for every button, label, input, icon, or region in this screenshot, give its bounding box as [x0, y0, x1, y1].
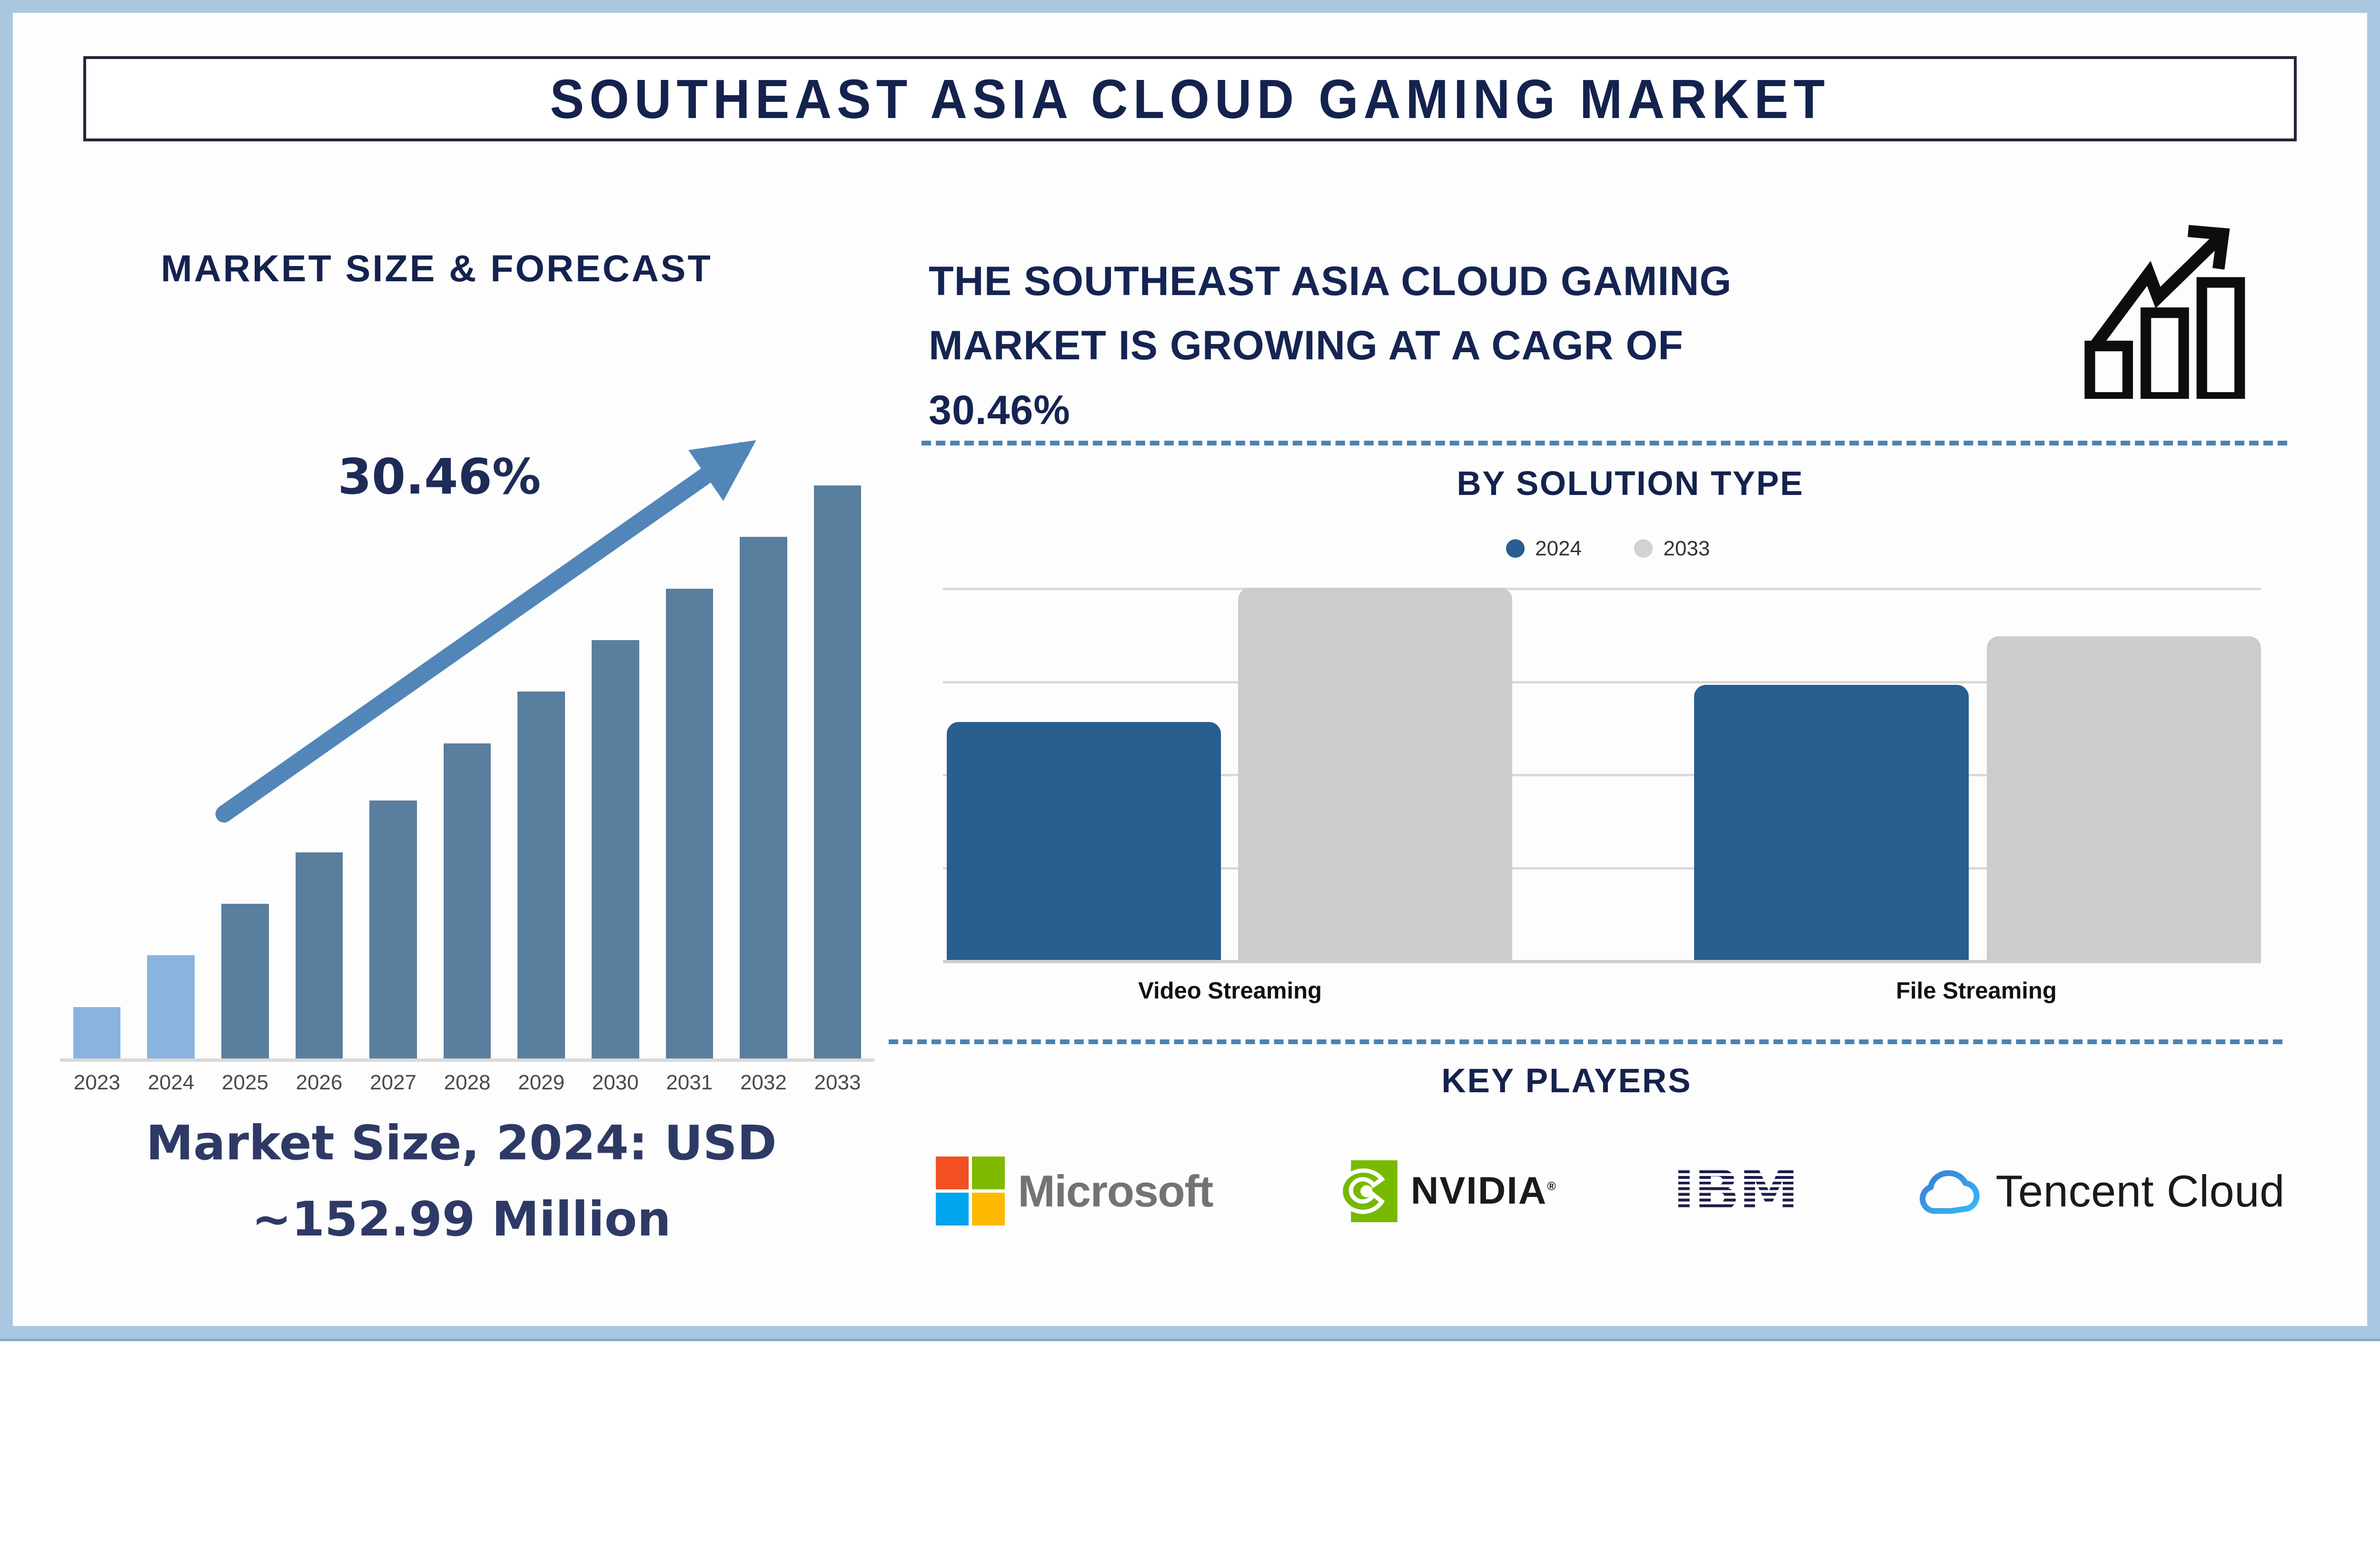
key-players-logos: Microsoft NVIDIA® IBM [935, 1129, 2285, 1254]
year-label: 2023 [73, 1071, 120, 1095]
market-size-bar-chart [60, 485, 875, 1062]
bar-2026 [295, 852, 343, 1059]
year-label: 2033 [814, 1071, 861, 1095]
headline-line-3: 30.46% [928, 387, 1071, 434]
bar-file-streaming-2033 [1987, 636, 2261, 960]
year-label: 2025 [221, 1071, 268, 1095]
cagr-headline: THE SOUTHEAST ASIA CLOUD GAMING MARKET I… [929, 249, 2012, 444]
year-label: 2028 [444, 1071, 491, 1095]
bar-file-streaming-2024 [1694, 684, 1969, 960]
ibm-striped-wordmark: IBM [1673, 1158, 1799, 1224]
legend-label-2033: 2033 [1663, 536, 1710, 560]
growth-chart-icon [2078, 207, 2247, 399]
gridline [942, 588, 2261, 591]
legend-item-2033: 2033 [1634, 537, 1710, 561]
nvidia-wordmark: NVIDIA® [1410, 1169, 1557, 1213]
year-label: 2027 [370, 1071, 416, 1095]
key-players-title: KEY PLAYERS [1441, 1062, 1692, 1100]
gridline [942, 774, 2261, 777]
microsoft-wordmark: Microsoft [1018, 1166, 1213, 1216]
solution-type-bar-chart [942, 588, 2261, 964]
registered-mark: ® [1547, 1180, 1557, 1194]
tencent-cloud-logo: Tencent Cloud [1914, 1163, 2285, 1220]
legend-label-2024: 2024 [1535, 536, 1582, 560]
bar-2033 [813, 485, 862, 1059]
bar-2027 [369, 801, 417, 1059]
gridline [942, 681, 2261, 683]
bar-2028 [443, 743, 491, 1059]
year-label: 2029 [518, 1071, 565, 1095]
headline-line-1: THE SOUTHEAST ASIA CLOUD GAMING [928, 258, 1732, 304]
year-label: 2026 [296, 1071, 343, 1095]
bar-2030 [591, 640, 639, 1059]
nvidia-logo: NVIDIA® [1329, 1160, 1557, 1222]
page-title: SOUTHEAST ASIA CLOUD GAMING MARKET [550, 68, 1830, 130]
year-label: 2024 [148, 1071, 195, 1095]
chart-legend: 2024 2033 [1378, 537, 1837, 561]
microsoft-squares-icon [935, 1156, 1005, 1226]
bar-2023 [73, 1007, 121, 1059]
bar-video-streaming-2024 [946, 722, 1221, 960]
title-banner: SOUTHEAST ASIA CLOUD GAMING MARKET [83, 56, 2297, 142]
caption-line-2: ~152.99 Million [251, 1191, 671, 1247]
tencent-cloud-icon [1914, 1163, 1983, 1220]
bar-2029 [517, 692, 565, 1059]
left-chart-title: MARKET SIZE & FORECAST [160, 247, 713, 289]
ibm-logo: IBM [1673, 1156, 1799, 1226]
dashed-divider-bottom [888, 1039, 2282, 1045]
cagr-annotation: 30.46% [337, 448, 541, 505]
category-label-file-streaming: File Streaming [1896, 978, 2057, 1004]
tencent-cloud-wordmark: Tencent Cloud [1995, 1166, 2285, 1216]
year-label: 2030 [592, 1071, 639, 1095]
bar-2031 [665, 588, 714, 1059]
year-label: 2032 [740, 1071, 787, 1095]
x-axis-year-labels: 2023 2024 2025 2026 2027 2028 2029 2030 … [60, 1071, 874, 1095]
legend-item-2024: 2024 [1506, 537, 1582, 561]
market-size-caption: Market Size, 2024: USD ~152.99 Million [32, 1105, 891, 1257]
dashed-divider-top [922, 441, 2287, 446]
category-label-video-streaming: Video Streaming [1138, 978, 1322, 1004]
bar-video-streaming-2033 [1238, 588, 1513, 960]
year-label: 2031 [666, 1071, 713, 1095]
headline-line-2: MARKET IS GROWING AT A CAGR OF [928, 323, 1684, 369]
bar-2032 [740, 537, 787, 1059]
nvidia-eye-icon [1329, 1160, 1398, 1222]
microsoft-logo: Microsoft [935, 1156, 1213, 1226]
solution-type-chart-title: BY SOLUTION TYPE [1457, 465, 1804, 503]
gridline [942, 867, 2261, 870]
legend-swatch-2024 [1506, 539, 1525, 558]
bar-2024 [147, 955, 195, 1059]
infographic-canvas: SOUTHEAST ASIA CLOUD GAMING MARKET MARKE… [0, 0, 2380, 1341]
legend-swatch-2033 [1634, 539, 1653, 558]
caption-line-1: Market Size, 2024: USD [146, 1115, 777, 1171]
trend-arrow-icon [208, 423, 778, 830]
bar-2025 [221, 903, 269, 1059]
